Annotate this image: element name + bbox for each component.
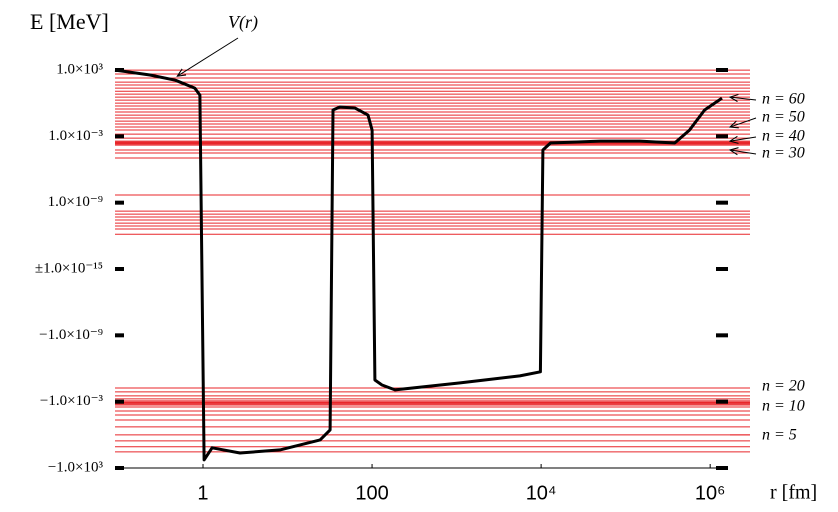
- x-tick-label: 1: [197, 482, 208, 504]
- y-tick-label: 1.0×10⁻³: [48, 128, 103, 144]
- y-tick-label: −1.0×10⁻³: [40, 393, 104, 409]
- annotation-arrow: [730, 97, 757, 100]
- potential-curve: [114, 68, 723, 462]
- annotation-arrow: [730, 117, 757, 127]
- y-tick-label: 1.0×10⁻⁹: [48, 194, 103, 210]
- annotation-label: n = 10: [762, 398, 805, 415]
- annotation-label: n = 50: [762, 109, 805, 126]
- y-tick-label: 1.0×10³: [56, 61, 103, 77]
- annotation-arrow: [730, 137, 757, 141]
- y-tick-label: ±1.0×10⁻¹⁵: [35, 260, 103, 276]
- annotation-arrow: [730, 150, 757, 154]
- annotation-label: n = 40: [762, 128, 805, 145]
- curve-label-arrow: [177, 37, 239, 76]
- x-tick-label: 100: [355, 482, 388, 504]
- curve-label: V(r): [228, 12, 258, 33]
- annotation-label: n = 20: [762, 378, 805, 395]
- annotation-label: n = 60: [762, 91, 805, 108]
- x-tick-label: 10⁴: [526, 482, 557, 504]
- x-tick-label: 10⁶: [695, 482, 725, 504]
- annotation-label: n = 5: [762, 427, 797, 444]
- y-tick-label: −1.0×10³: [48, 459, 104, 475]
- y-tick-label: −1.0×10⁻⁹: [39, 327, 103, 343]
- y-axis-label: E [MeV]: [30, 9, 109, 34]
- annotation-label: n = 30: [762, 145, 805, 162]
- x-axis-label: r [fm]: [770, 482, 817, 504]
